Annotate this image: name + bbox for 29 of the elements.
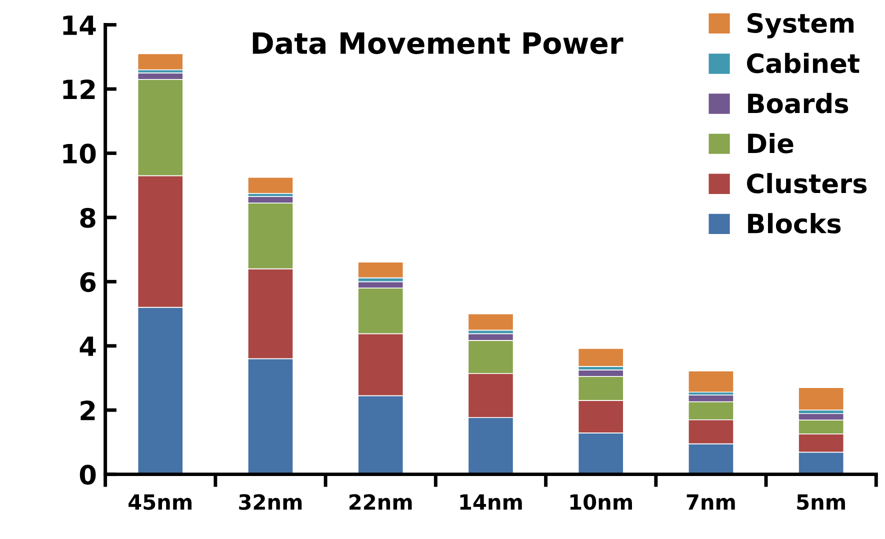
bar [468, 313, 514, 331]
x-tick-label: 14nm [460, 494, 522, 510]
x-tick-label: 5nm [797, 494, 845, 510]
y-tick-label: 8 [80, 208, 96, 228]
legend-label: Die [748, 132, 794, 154]
bar [798, 387, 844, 411]
legend-label: Blocks [748, 213, 841, 234]
bar [137, 53, 184, 70]
legend-label: Clusters [746, 173, 867, 194]
bar [578, 348, 624, 367]
legend-label: Cabinet [746, 52, 860, 74]
y-tick-label: 6 [80, 272, 96, 292]
x-tick-label: 7nm [686, 494, 735, 510]
legend-label: System [748, 13, 854, 38]
y-tick-label: 14 [63, 16, 96, 35]
chart-title: Data Movement Power [252, 32, 624, 54]
x-tick-label: 22nm [349, 494, 412, 510]
x-tick-label: 45nm [128, 494, 192, 510]
bar [248, 176, 294, 194]
y-tick-label: 2 [80, 400, 95, 420]
x-tick-label: 32nm [239, 494, 302, 510]
x-tick-label: 10nm [570, 494, 632, 510]
bar [688, 370, 734, 393]
legend-label: Boards [748, 92, 848, 114]
y-tick-label: 4 [80, 336, 96, 356]
y-tick-label: 12 [63, 79, 95, 100]
y-tick-label: 0 [80, 464, 96, 485]
bar [358, 262, 404, 278]
y-tick-label: 10 [63, 144, 96, 164]
